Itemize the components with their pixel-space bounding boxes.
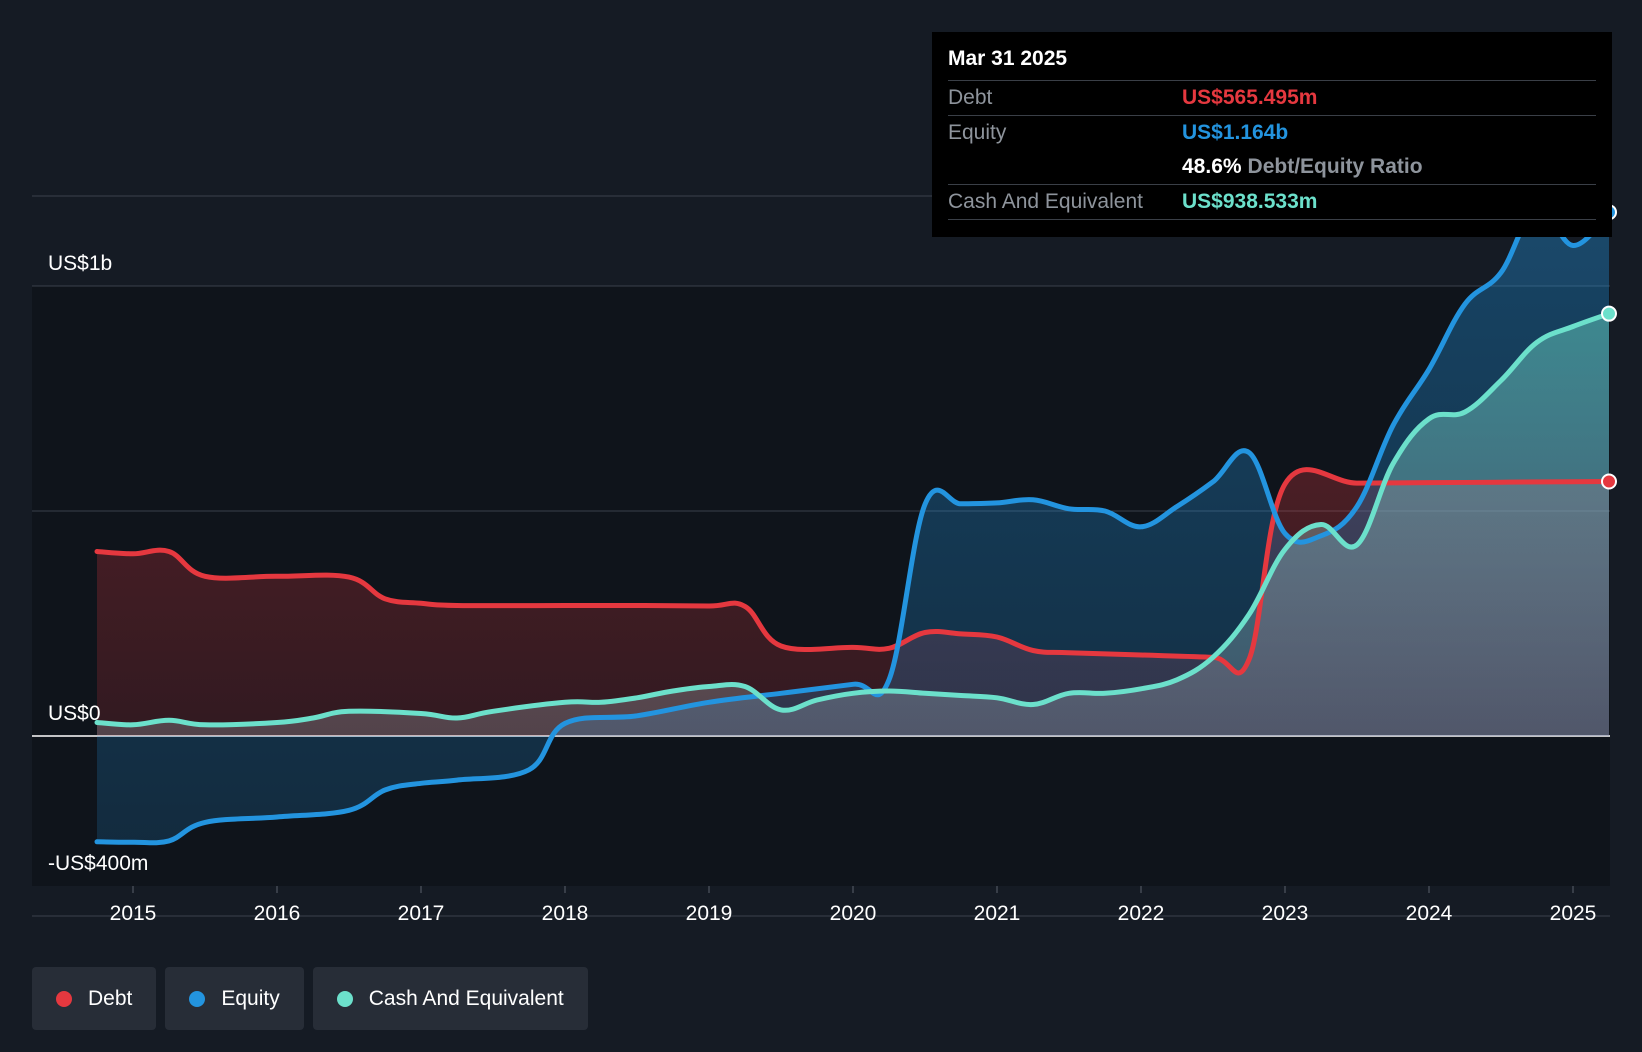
y-label-top: US$1b <box>48 252 112 275</box>
y-label-bottom: -US$400m <box>48 852 148 875</box>
legend-label-debt: Debt <box>88 986 133 1010</box>
x-tick-label: 2019 <box>686 902 733 925</box>
x-tick-label: 2025 <box>1550 902 1597 925</box>
tooltip-debt-value: US$565.495m <box>1182 86 1318 109</box>
x-tick-label: 2018 <box>542 902 589 925</box>
tooltip-ratio-label: Debt/Equity Ratio <box>1247 155 1423 178</box>
tooltip-ratio-value: 48.6% <box>1182 155 1242 178</box>
equity-line <box>94 204 1612 846</box>
tooltip-equity-label: Equity <box>948 121 1007 144</box>
tooltip-cash-label: Cash And Equivalent <box>948 190 1143 213</box>
tooltip-cash-row: Cash And Equivalent US$938.533m <box>948 184 1596 220</box>
legend-dot-equity <box>189 990 206 1007</box>
x-tick-label: 2020 <box>830 902 877 925</box>
x-tick-label: 2017 <box>398 902 445 925</box>
tooltip-cash-value: US$938.533m <box>1182 190 1318 213</box>
cash-end-point[interactable] <box>1601 305 1617 322</box>
tooltip-date: Mar 31 2025 <box>948 47 1068 70</box>
legend-item-cash[interactable]: Cash And Equivalent <box>312 967 588 1030</box>
series-lines <box>94 204 1612 846</box>
tooltip-debt-label: Debt <box>948 86 993 109</box>
tooltip-debt-row: Debt US$565.495m <box>948 80 1596 115</box>
legend-dot-debt <box>56 990 72 1007</box>
x-tick-label: 2024 <box>1406 902 1453 925</box>
chart-legend: Debt Equity Cash And Equivalent <box>32 967 588 1030</box>
x-tick-label: 2021 <box>974 902 1021 925</box>
x-axis-ticks: 2015 2016 2017 2018 2019 2020 2021 2022 2023 2024… <box>110 886 1597 925</box>
legend-item-equity[interactable]: Equity <box>165 967 304 1030</box>
tooltip-ratio-row: 48.6% Debt/Equity Ratio <box>948 150 1596 184</box>
tooltip-equity-row: Equity US$1.164b <box>948 115 1596 150</box>
legend-label-equity: Equity <box>221 986 280 1010</box>
legend-label-cash: Cash And Equivalent <box>368 986 564 1010</box>
tooltip-equity-value: US$1.164b <box>1182 121 1289 144</box>
x-tick-label: 2022 <box>1118 902 1165 925</box>
x-tick-label: 2023 <box>1262 902 1309 925</box>
debt-end-point[interactable] <box>1601 473 1617 490</box>
legend-item-debt[interactable]: Debt <box>32 967 157 1030</box>
cash-line <box>94 311 1612 728</box>
debt-line <box>94 467 1612 676</box>
data-tooltip: Mar 31 2025 Debt US$565.495m Equity US$1… <box>932 32 1612 237</box>
x-tick-label: 2016 <box>254 902 301 925</box>
legend-dot-cash <box>336 990 353 1007</box>
y-label-zero: US$0 <box>48 702 101 725</box>
x-tick-label: 2015 <box>110 902 157 925</box>
cash-area <box>97 313 1609 736</box>
